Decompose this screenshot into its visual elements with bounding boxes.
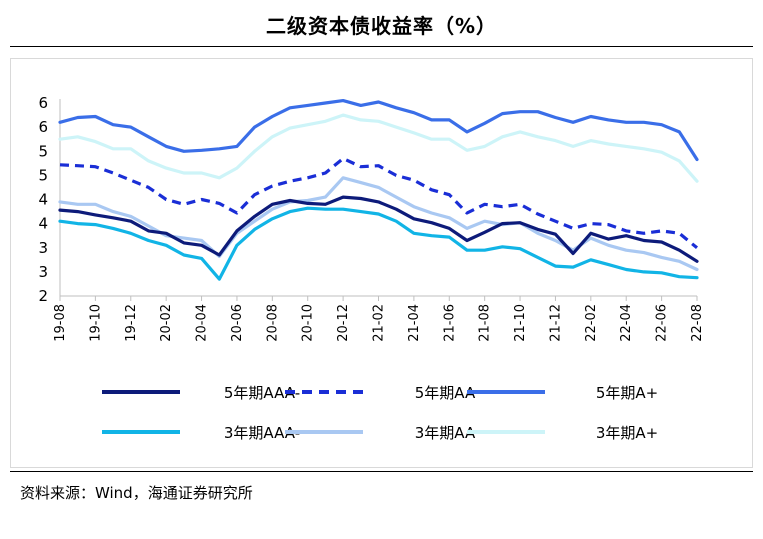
x-tick-label: 22-06 (655, 304, 670, 342)
legend-label: 3年期AA (415, 424, 476, 442)
y-tick-label: 5 (38, 166, 48, 184)
x-tick-label: 21-02 (372, 304, 387, 342)
y-tick-label: 6 (38, 94, 48, 112)
x-tick-label: 20-06 (230, 304, 245, 342)
x-tick-label: 21-10 (513, 304, 528, 342)
legend-label: 5年期AAA- (224, 384, 300, 402)
x-tick-label: 21-12 (548, 304, 563, 342)
series-line (58, 195, 699, 263)
y-tick-label: 2 (38, 287, 48, 305)
source-rule (10, 471, 753, 472)
x-tick-label: 19-10 (88, 304, 103, 342)
legend-label: 5年期A+ (596, 384, 658, 402)
plot-panel (10, 58, 753, 468)
series-line (58, 206, 699, 281)
x-tick-label: 22-04 (619, 304, 634, 342)
x-tick-label: 21-08 (478, 304, 493, 342)
x-tick-label: 20-12 (336, 304, 351, 342)
series-line (58, 98, 699, 162)
y-tick-label: 3 (38, 263, 48, 281)
legend-label: 5年期AA (415, 384, 476, 402)
x-tick-label: 21-04 (407, 304, 422, 342)
x-tick-label: 19-08 (53, 304, 68, 342)
series-line (58, 113, 699, 183)
series-line (59, 156, 699, 250)
x-tick-label: 20-04 (195, 304, 210, 342)
series-line (58, 176, 699, 272)
x-tick-label: 19-12 (124, 304, 139, 342)
x-tick-label: 21-06 (442, 304, 457, 342)
title-rule (10, 46, 753, 47)
x-tick-label: 20-08 (265, 304, 280, 342)
x-tick-label: 22-08 (690, 304, 705, 342)
legend-label: 3年期AAA- (224, 424, 300, 442)
y-tick-label: 4 (38, 191, 48, 209)
x-tick-label: 20-02 (159, 304, 174, 342)
chart-title: 二级资本债收益率（%） (265, 14, 498, 38)
x-tick-label: 22-02 (584, 304, 599, 342)
y-tick-label: 4 (38, 215, 48, 233)
x-tick-label: 20-10 (301, 304, 316, 342)
source-note: 资料来源：Wind，海通证券研究所 (20, 484, 253, 502)
legend-label: 3年期A+ (596, 424, 658, 442)
y-tick-label: 6 (38, 118, 48, 136)
y-tick-label: 3 (38, 239, 48, 257)
y-tick-label: 5 (38, 142, 48, 160)
